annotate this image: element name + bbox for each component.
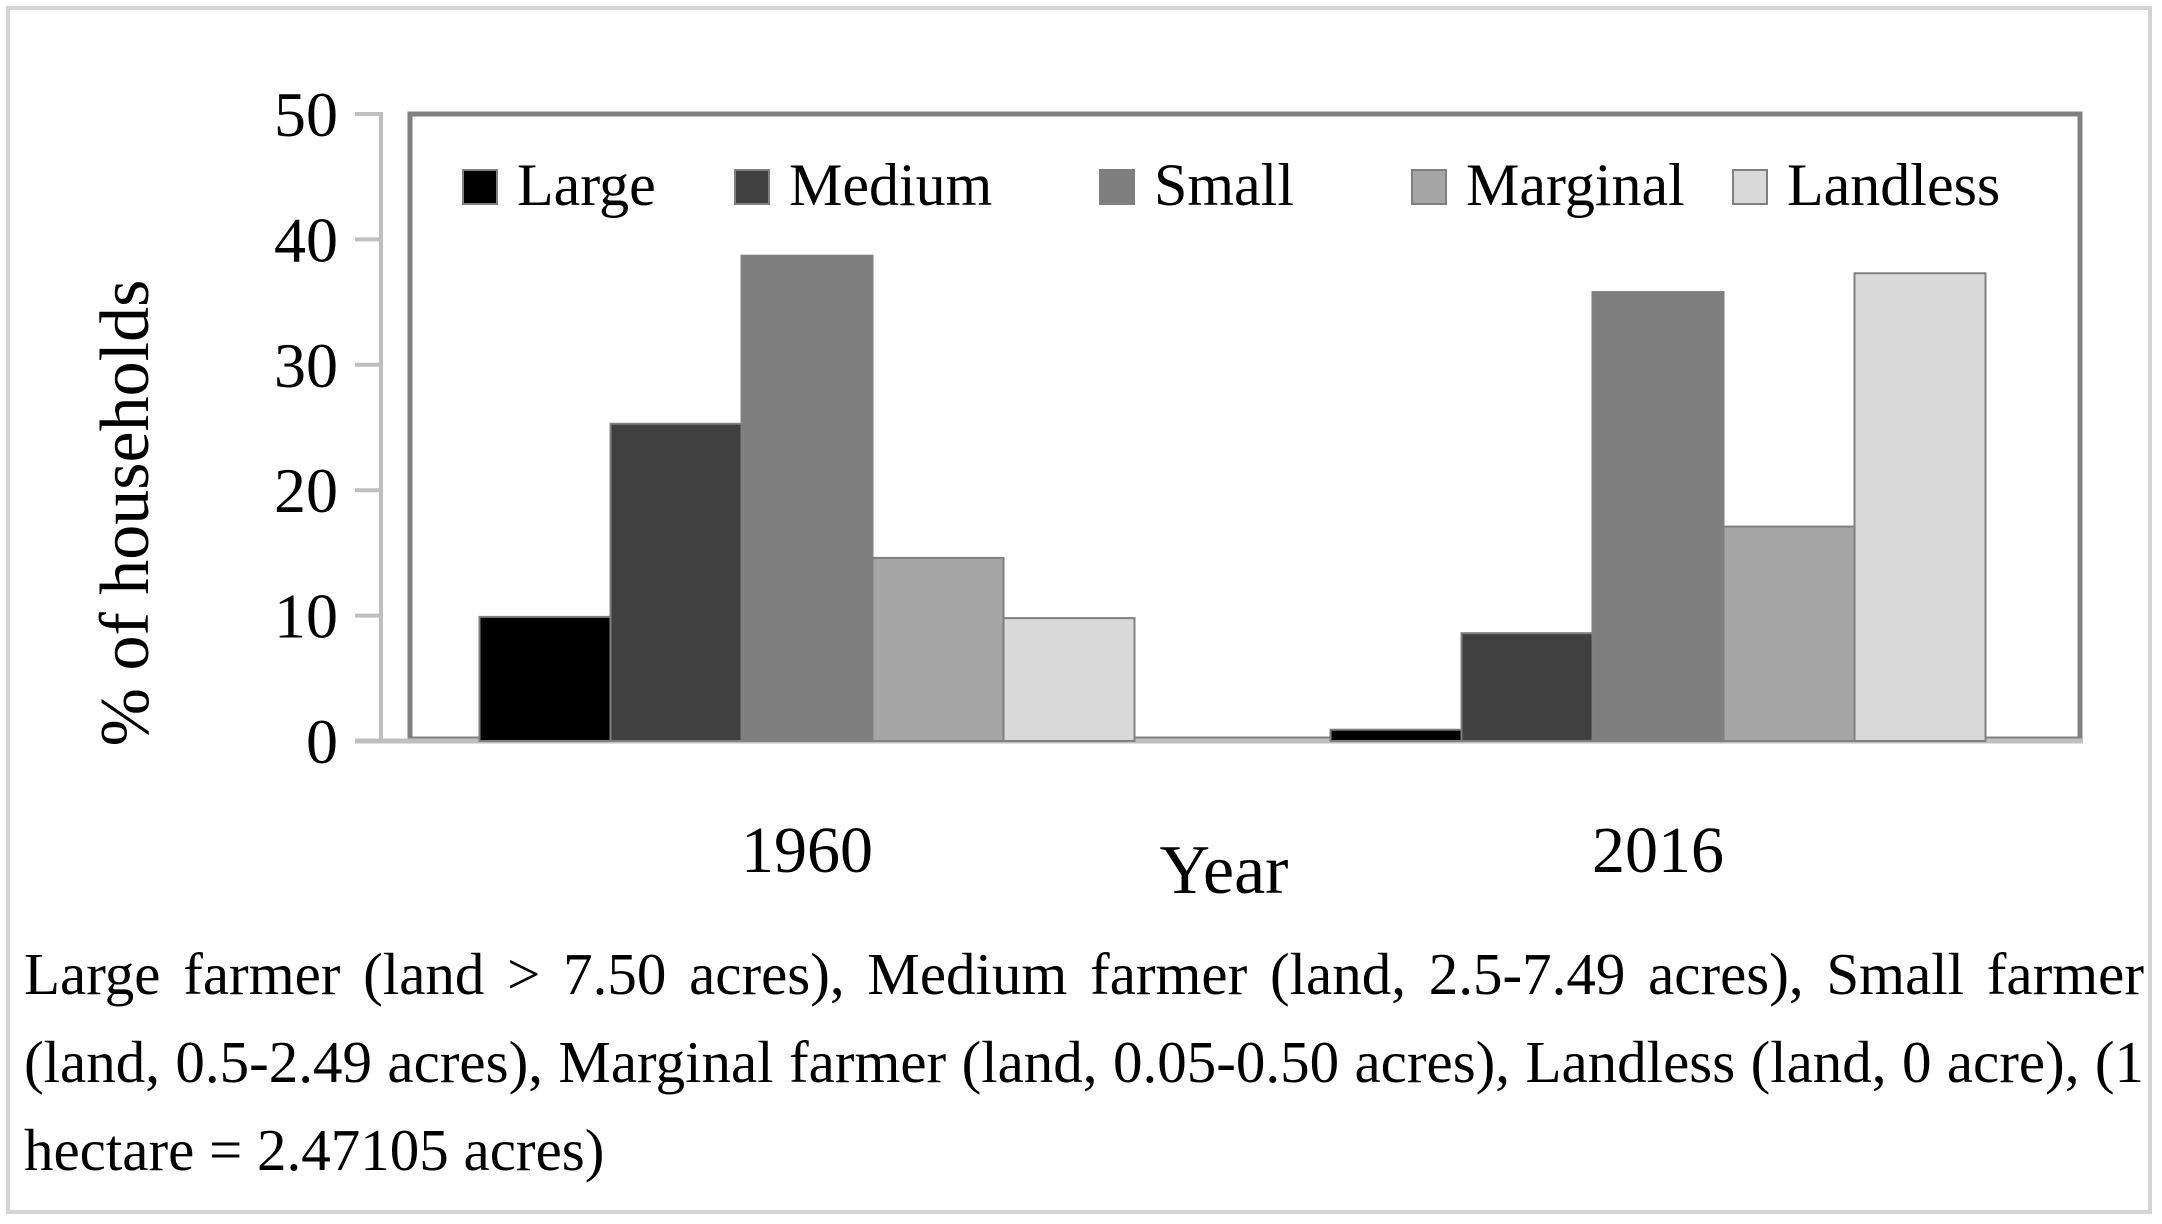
y-axis-label: % of households — [87, 280, 164, 747]
bar-large-1960 — [478, 615, 612, 742]
bar-small-1960 — [740, 254, 874, 742]
bar-medium-2016 — [1460, 632, 1594, 743]
legend-label-medium: Medium — [789, 152, 992, 218]
legend-label-large: Large — [517, 152, 656, 218]
y-tick-label: 20 — [274, 455, 338, 526]
bar-chart: 0 10 20 30 40 50 1960 2016 Large Medium Small Mar… — [87, 79, 2083, 909]
bar-marginal-2016 — [1722, 525, 1856, 742]
bar-landless-2016 — [1853, 272, 1987, 742]
legend-label-small: Small — [1154, 152, 1294, 218]
bar-marginal-1960 — [871, 556, 1005, 743]
legend-swatch-marginal — [1411, 169, 1447, 205]
bar-medium-1960 — [609, 422, 743, 742]
y-tick-label: 10 — [274, 581, 338, 652]
y-tick-label: 50 — [274, 79, 338, 150]
y-tick-label: 40 — [274, 204, 338, 275]
bar-landless-1960 — [1002, 617, 1136, 742]
y-tick-label: 30 — [274, 330, 338, 401]
legend-label-landless: Landless — [1787, 152, 2000, 218]
x-tick-label: 1960 — [741, 814, 873, 887]
legend-swatch-large — [462, 169, 498, 205]
x-axis-label: Year — [1160, 832, 1289, 909]
legend-swatch-small — [1099, 169, 1135, 205]
y-tick-label: 0 — [306, 706, 338, 777]
bar-small-2016 — [1591, 291, 1725, 742]
legend-label-marginal: Marginal — [1466, 152, 1685, 218]
x-tick-label: 2016 — [1592, 814, 1724, 887]
legend-swatch-medium — [734, 169, 770, 205]
figure-caption: Large farmer (land > 7.50 acres), Medium… — [24, 941, 2144, 1183]
bar-large-2016 — [1329, 728, 1463, 742]
legend-swatch-landless — [1732, 169, 1768, 205]
